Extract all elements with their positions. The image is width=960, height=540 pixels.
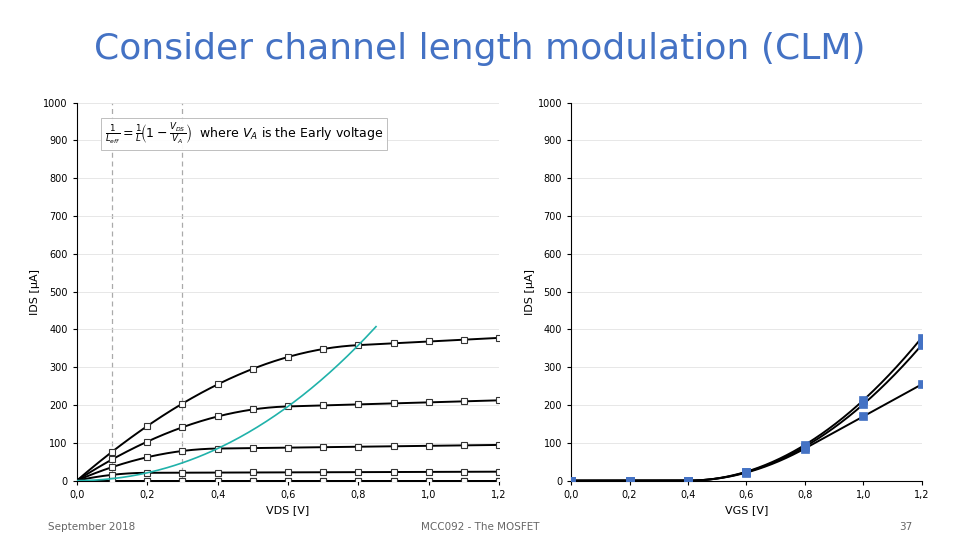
Text: Consider channel length modulation (CLM): Consider channel length modulation (CLM) <box>94 32 866 66</box>
Y-axis label: IDS [μA]: IDS [μA] <box>525 268 535 315</box>
Y-axis label: IDS [μA]: IDS [μA] <box>31 268 40 315</box>
Text: September 2018: September 2018 <box>48 522 135 532</box>
Text: $\frac{1}{L_{eff}} = \frac{1}{L}\!\left(1 - \frac{V_{DS}}{V_A}\right)$  where $V: $\frac{1}{L_{eff}} = \frac{1}{L}\!\left(… <box>105 122 383 146</box>
X-axis label: VDS [V]: VDS [V] <box>266 505 310 515</box>
X-axis label: VGS [V]: VGS [V] <box>725 505 768 515</box>
Text: 37: 37 <box>899 522 912 532</box>
Text: MCC092 - The MOSFET: MCC092 - The MOSFET <box>420 522 540 532</box>
